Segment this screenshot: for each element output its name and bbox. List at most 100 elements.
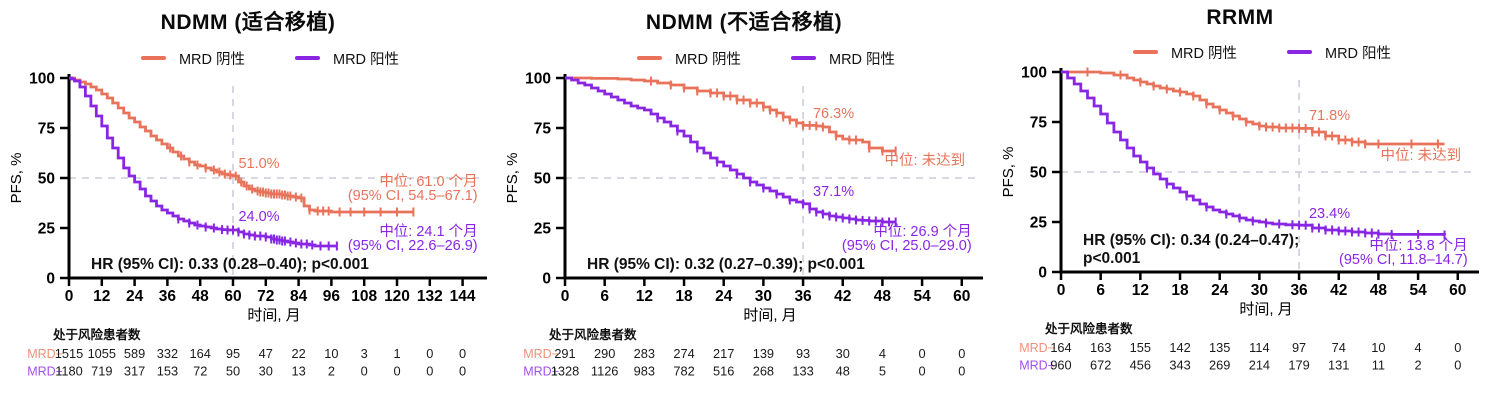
svg-text:(95% CI, 25.0–29.0): (95% CI, 25.0–29.0): [842, 238, 972, 254]
svg-text:36: 36: [159, 288, 177, 305]
svg-text:中位: 13.8 个月: 中位: 13.8 个月: [1369, 237, 1467, 254]
svg-text:处于风险患者数: 处于风险患者数: [548, 327, 637, 342]
risk-table: 处于风险患者数 MRD−164 163 155 142 135 114 97 74 10 4 0 MRD…: [1019, 321, 1461, 373]
svg-text:317: 317: [124, 364, 145, 379]
svg-text:36: 36: [1290, 282, 1308, 299]
mrd-negative-line-swatch: [636, 56, 662, 60]
series-mrd-positive: [565, 76, 897, 227]
legend-label-mrd-negative: MRD 阴性: [178, 51, 245, 68]
svg-text:MRD−: MRD−: [1019, 341, 1055, 355]
svg-text:153: 153: [157, 364, 178, 379]
svg-text:456: 456: [1130, 358, 1151, 373]
svg-text:5: 5: [879, 364, 886, 379]
svg-text:75: 75: [38, 121, 56, 138]
svg-text:3: 3: [361, 346, 368, 361]
svg-text:MRD+: MRD+: [523, 365, 559, 379]
svg-text:76.3%: 76.3%: [813, 106, 854, 122]
svg-text:HR (95% CI): 0.34 (0.24–0.47);: HR (95% CI): 0.34 (0.24–0.47);: [1083, 232, 1299, 249]
svg-text:95: 95: [226, 346, 240, 361]
svg-text:(95% CI, 11.8–14.7): (95% CI, 11.8–14.7): [1339, 252, 1468, 268]
hazard-ratio-text: HR (95% CI): 0.33 (0.28–0.40); p<0.001: [91, 256, 369, 273]
svg-text:50: 50: [534, 171, 551, 188]
svg-text:0: 0: [919, 364, 926, 379]
svg-text:144: 144: [450, 288, 476, 305]
svg-text:0: 0: [919, 346, 926, 361]
svg-text:60: 60: [953, 288, 970, 305]
svg-text:960: 960: [1050, 358, 1071, 373]
svg-text:164: 164: [190, 346, 211, 361]
svg-text:0: 0: [958, 364, 965, 379]
svg-text:100: 100: [29, 71, 55, 88]
svg-text:75: 75: [534, 121, 552, 138]
svg-text:6: 6: [600, 288, 609, 305]
svg-text:48: 48: [874, 288, 892, 305]
annotations: 51.0% 24.0% 中位: 61.0 个月(95% CI, 54.5–67.1)…: [238, 156, 477, 254]
legend-label-mrd-negative: MRD 阴性: [674, 51, 741, 68]
svg-text:0: 0: [459, 364, 466, 379]
series-mrd-negative: [69, 76, 415, 217]
svg-text:719: 719: [91, 364, 112, 379]
svg-text:133: 133: [792, 364, 813, 379]
svg-text:1055: 1055: [88, 346, 116, 361]
svg-text:114: 114: [1249, 340, 1269, 355]
risk-table: 处于风险患者数 MRD−291 290 283 274 217 139 93 30 4 0 0 MRD+…: [523, 327, 965, 379]
svg-text:22: 22: [291, 346, 305, 361]
svg-text:50: 50: [226, 364, 240, 379]
svg-text:0: 0: [65, 288, 74, 305]
svg-text:50: 50: [38, 171, 55, 188]
svg-text:2: 2: [328, 364, 335, 379]
svg-text:10: 10: [324, 346, 338, 361]
series-mrd-positive: [69, 76, 338, 251]
svg-text:139: 139: [753, 346, 774, 361]
svg-text:71.8%: 71.8%: [1309, 108, 1350, 124]
svg-text:343: 343: [1169, 358, 1190, 373]
svg-text:332: 332: [157, 346, 178, 361]
svg-text:0: 0: [393, 364, 400, 379]
svg-text:24: 24: [1211, 282, 1229, 299]
y-axis-label: PFS, %: [1000, 147, 1017, 198]
svg-text:1180: 1180: [55, 364, 83, 379]
svg-text:93: 93: [796, 346, 810, 361]
svg-text:37.1%: 37.1%: [813, 184, 854, 200]
svg-text:1328: 1328: [551, 364, 579, 379]
svg-text:1515: 1515: [55, 346, 83, 361]
x-axis-label: 时间, 月: [743, 307, 796, 324]
svg-text:163: 163: [1090, 340, 1111, 355]
legend-label-mrd-positive: MRD 阳性: [333, 51, 400, 68]
panel-title: RRMM: [1206, 6, 1274, 29]
svg-text:30: 30: [1251, 282, 1268, 299]
y-axis-label: PFS, %: [8, 153, 25, 204]
svg-text:48: 48: [1370, 282, 1388, 299]
axes: 0 25 50 75 100 0 6 12 18 24 30 36 42 48 54 60 时间, 月 PFS, …: [1000, 65, 1479, 318]
svg-text:23.4%: 23.4%: [1309, 206, 1350, 222]
svg-text:处于风险患者数: 处于风险患者数: [1044, 321, 1133, 336]
hazard-ratio-text: HR (95% CI): 0.34 (0.24–0.47);p<0.001: [1083, 232, 1299, 267]
legend: MRD 阴性 MRD 阳性: [44, 48, 496, 68]
svg-text:84: 84: [290, 288, 308, 305]
svg-text:42: 42: [834, 288, 851, 305]
svg-text:72: 72: [193, 364, 207, 379]
legend-item-mrd-negative: MRD 阴性: [636, 48, 741, 69]
svg-text:1126: 1126: [591, 364, 619, 379]
panel-ndmm-transplant-eligible: NDMM (适合移植) MRD 阴性 MRD 阳性 0 25 50 75 100 0 12 2…: [0, 0, 496, 384]
legend-label-mrd-positive: MRD 阳性: [1325, 45, 1392, 62]
svg-text:47: 47: [259, 346, 273, 361]
svg-text:12: 12: [636, 288, 653, 305]
svg-text:48: 48: [192, 288, 210, 305]
svg-text:589: 589: [124, 346, 145, 361]
svg-text:100: 100: [1021, 65, 1047, 82]
svg-text:中位: 24.1 个月: 中位: 24.1 个月: [379, 223, 477, 240]
x-axis-label: 时间, 月: [247, 307, 300, 324]
svg-text:97: 97: [1292, 340, 1306, 355]
svg-text:13: 13: [291, 364, 305, 379]
mrd-negative-line-swatch: [1132, 50, 1158, 54]
svg-text:217: 217: [713, 346, 734, 361]
panel-ndmm-transplant-ineligible: NDMM (不适合移植) MRD 阴性 MRD 阳性 0 25 50 75 100 0 6 1…: [496, 0, 992, 384]
svg-text:MRD−: MRD−: [27, 347, 63, 361]
legend: MRD 阴性 MRD 阳性: [540, 48, 992, 68]
svg-text:24.0%: 24.0%: [238, 209, 279, 225]
svg-text:中位: 未达到: 中位: 未达到: [885, 152, 966, 169]
svg-text:0: 0: [361, 364, 368, 379]
